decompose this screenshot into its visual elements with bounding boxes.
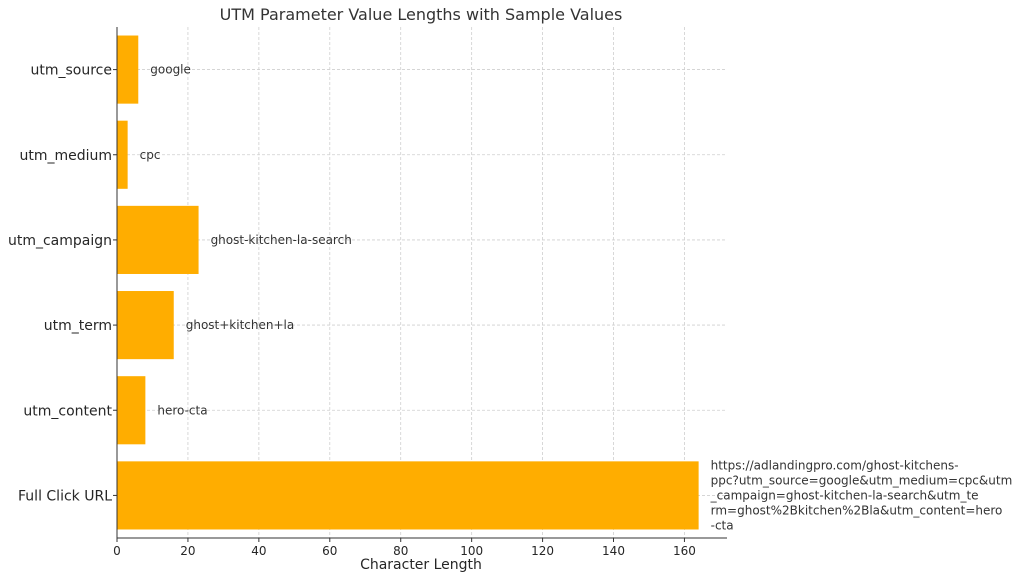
chart-title: UTM Parameter Value Lengths with Sample …: [220, 5, 623, 24]
axes: 0 20 40 60 80 100 120 140 160 utm_source utm_mediu…: [8, 27, 727, 558]
category-label: utm_source: [31, 63, 113, 79]
x-axis-label: Character Length: [360, 557, 482, 573]
bar-value-label: cpc: [140, 148, 161, 162]
category-label: Full Click URL: [18, 488, 112, 504]
bar-full-click-url: [117, 461, 699, 530]
bar-utm_medium: [117, 120, 128, 189]
x-tick-label: 40: [251, 544, 266, 558]
bars: [117, 35, 699, 530]
bar-value-label: https://adlandingpro.com/ghost-kitchens-…: [710, 458, 1013, 532]
bar-value-label: ghost+kitchen+la: [186, 318, 295, 332]
x-tick-label: 100: [460, 544, 483, 558]
bar-utm_campaign: [117, 205, 199, 274]
category-label: utm_campaign: [8, 233, 112, 249]
x-tick-label: 160: [673, 544, 696, 558]
category-label: utm_medium: [19, 148, 112, 164]
x-tick-label: 120: [531, 544, 554, 558]
x-tick-label: 20: [180, 544, 195, 558]
bar-utm_content: [117, 376, 146, 445]
bar-utm_source: [117, 35, 139, 104]
x-tick-label: 60: [322, 544, 337, 558]
x-tick-label: 80: [393, 544, 408, 558]
bar-value-labels: google cpc ghost-kitchen-la-search ghost+ki…: [140, 63, 1013, 533]
x-tick-label: 0: [113, 544, 121, 558]
x-tick-label: 140: [602, 544, 625, 558]
bar-utm_term: [117, 291, 174, 360]
category-label: utm_content: [23, 403, 112, 419]
bar-value-label: ghost-kitchen-la-search: [211, 233, 352, 247]
bar-value-label: hero-cta: [157, 403, 207, 417]
category-label: utm_term: [44, 318, 112, 334]
bar-value-label: google: [150, 63, 191, 77]
